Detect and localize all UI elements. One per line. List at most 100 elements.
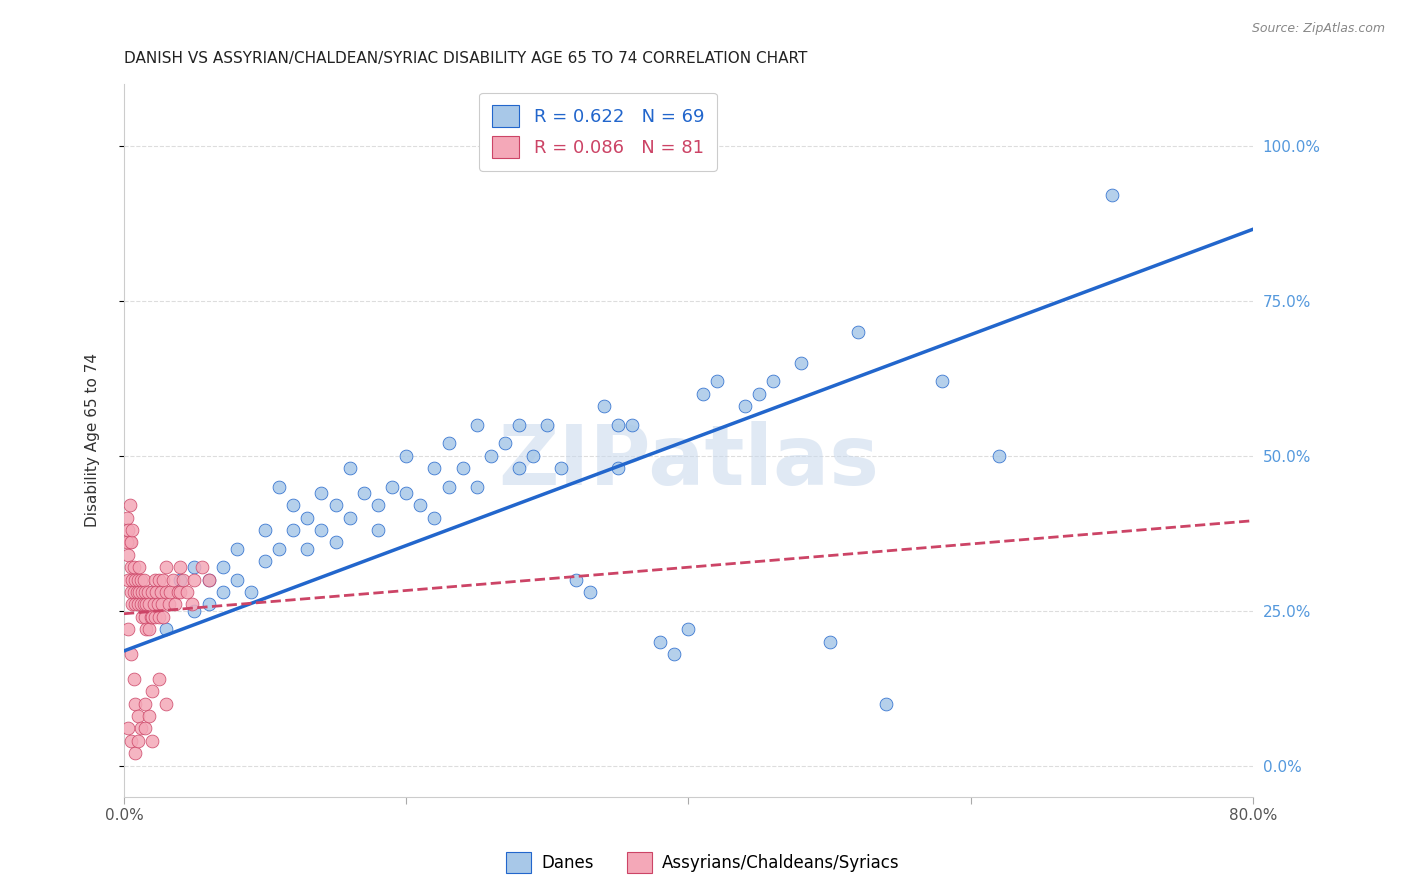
Point: [121, 523, 143, 537]
Point: [283, 498, 305, 512]
Point: [169, 585, 191, 599]
Text: ZIPatlas: ZIPatlas: [498, 421, 879, 502]
Point: [122, 672, 145, 686]
Point: [129, 573, 152, 587]
Point: [135, 622, 157, 636]
Point: [692, 386, 714, 401]
Point: [494, 436, 516, 450]
Point: [987, 449, 1010, 463]
Point: [122, 560, 145, 574]
Point: [311, 485, 333, 500]
Point: [311, 523, 333, 537]
Point: [122, 585, 145, 599]
Point: [117, 573, 139, 587]
Point: [117, 548, 139, 562]
Point: [152, 573, 174, 587]
Point: [197, 598, 219, 612]
Point: [117, 722, 139, 736]
Point: [148, 610, 170, 624]
Point: [157, 598, 180, 612]
Point: [846, 325, 869, 339]
Point: [183, 573, 205, 587]
Point: [269, 480, 291, 494]
Point: [120, 647, 142, 661]
Point: [125, 585, 148, 599]
Point: [423, 510, 446, 524]
Point: [465, 480, 488, 494]
Point: [339, 461, 361, 475]
Point: [536, 417, 558, 432]
Point: [148, 672, 170, 686]
Point: [254, 554, 277, 568]
Point: [211, 585, 233, 599]
Point: [353, 485, 375, 500]
Point: [409, 498, 432, 512]
Point: [134, 585, 156, 599]
Y-axis label: Disability Age 65 to 74: Disability Age 65 to 74: [86, 353, 100, 527]
Point: [141, 610, 163, 624]
Point: [141, 585, 163, 599]
Point: [117, 622, 139, 636]
Point: [508, 417, 530, 432]
Point: [138, 598, 160, 612]
Point: [155, 697, 177, 711]
Point: [620, 417, 643, 432]
Point: [152, 610, 174, 624]
Point: [734, 399, 756, 413]
Point: [522, 449, 544, 463]
Point: [1270, 157, 1292, 171]
Point: [437, 436, 460, 450]
Point: [134, 697, 156, 711]
Text: DANISH VS ASSYRIAN/CHALDEAN/SYRIAC DISABILITY AGE 65 TO 74 CORRELATION CHART: DANISH VS ASSYRIAN/CHALDEAN/SYRIAC DISAB…: [124, 51, 807, 66]
Point: [118, 498, 141, 512]
Point: [283, 523, 305, 537]
Point: [124, 598, 146, 612]
Point: [131, 585, 153, 599]
Point: [875, 697, 897, 711]
Point: [141, 734, 163, 748]
Point: [150, 598, 173, 612]
Point: [197, 573, 219, 587]
Point: [367, 498, 389, 512]
Point: [180, 598, 202, 612]
Point: [138, 709, 160, 723]
Point: [176, 585, 198, 599]
Point: [139, 610, 162, 624]
Point: [183, 604, 205, 618]
Point: [143, 573, 166, 587]
Point: [128, 560, 150, 574]
Point: [155, 585, 177, 599]
Point: [395, 449, 418, 463]
Point: [115, 535, 138, 549]
Point: [128, 585, 150, 599]
Point: [124, 746, 146, 760]
Point: [297, 510, 319, 524]
Point: [132, 598, 155, 612]
Point: [1101, 188, 1123, 202]
Point: [162, 573, 184, 587]
Point: [127, 573, 149, 587]
Point: [325, 498, 347, 512]
Point: [159, 585, 181, 599]
Point: [127, 598, 149, 612]
Point: [183, 560, 205, 574]
Point: [124, 573, 146, 587]
Point: [339, 510, 361, 524]
Point: [124, 697, 146, 711]
Point: [297, 541, 319, 556]
Point: [163, 598, 186, 612]
Point: [115, 510, 138, 524]
Point: [141, 585, 163, 599]
Point: [381, 480, 404, 494]
Point: [120, 535, 142, 549]
Point: [254, 523, 277, 537]
Point: [135, 598, 157, 612]
Point: [269, 541, 291, 556]
Point: [790, 355, 813, 369]
Legend: Danes, Assyrians/Chaldeans/Syriacs: Danes, Assyrians/Chaldeans/Syriacs: [499, 846, 907, 880]
Point: [129, 598, 152, 612]
Point: [142, 598, 165, 612]
Point: [132, 573, 155, 587]
Point: [197, 573, 219, 587]
Point: [134, 722, 156, 736]
